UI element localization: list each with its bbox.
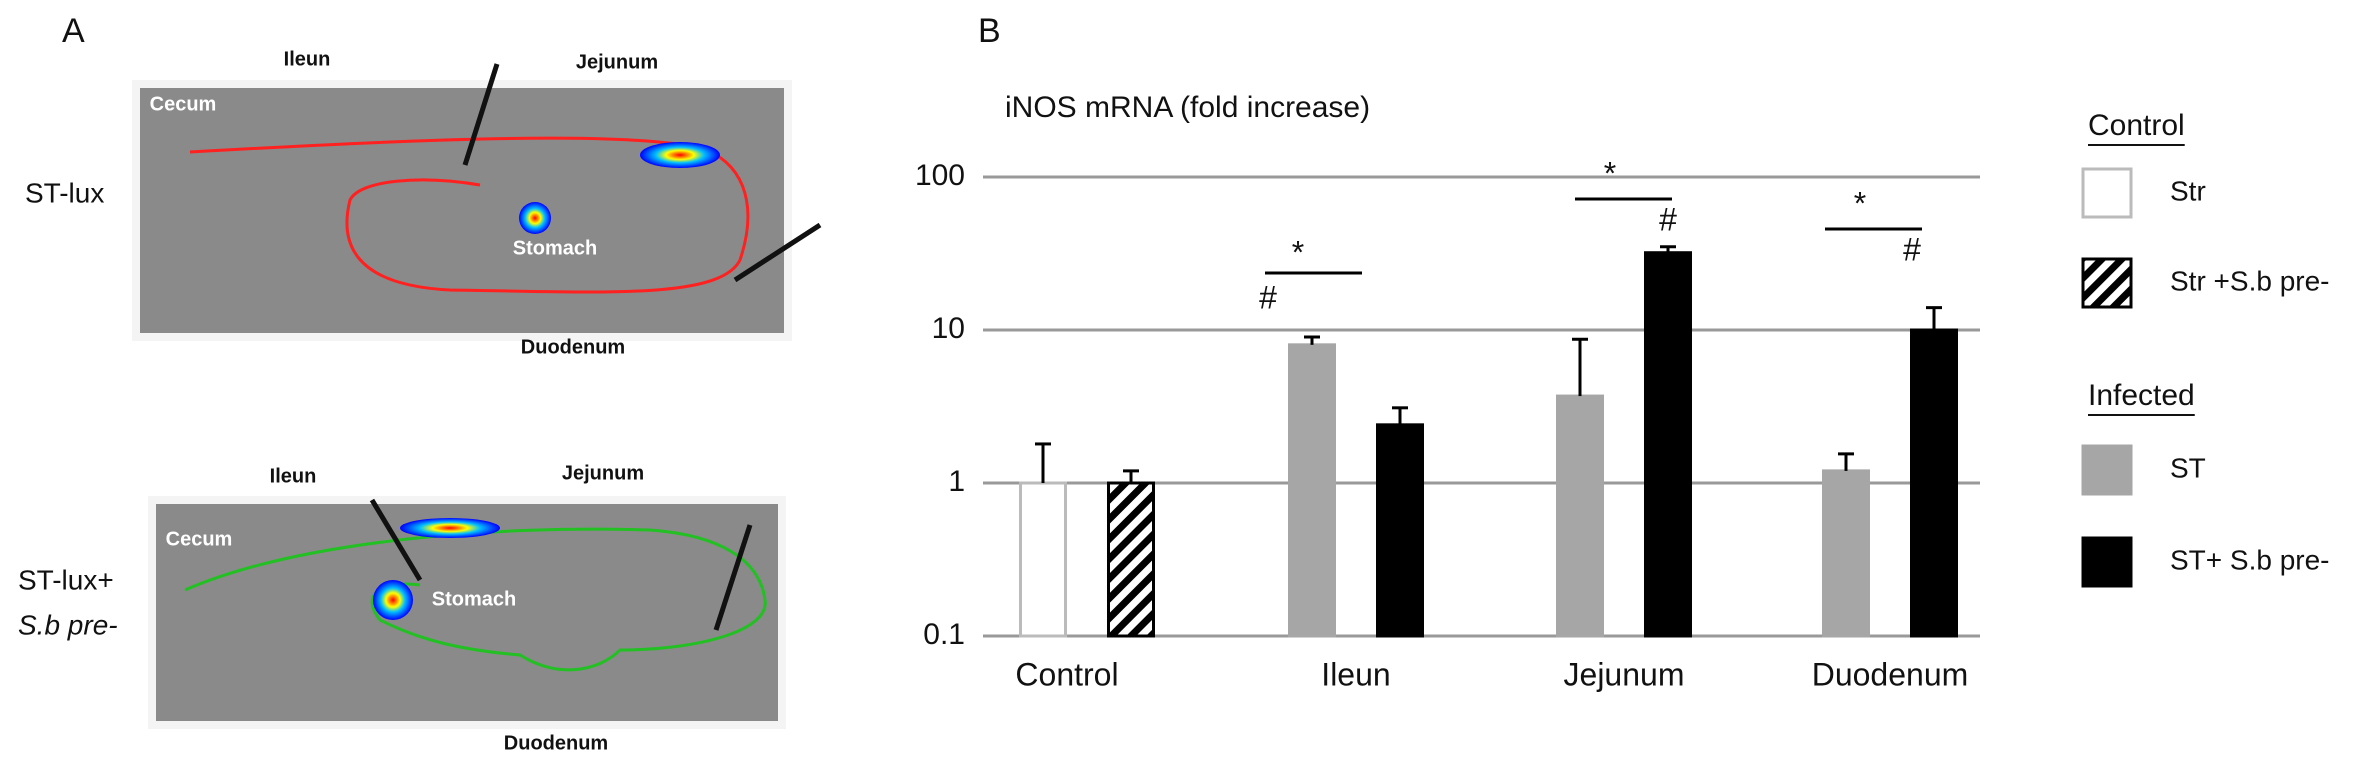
annotation: # (1259, 279, 1277, 315)
annotation: * (1292, 234, 1304, 270)
duodenum-label: Duodenum (521, 336, 625, 358)
y-tick-label: 10 (932, 312, 965, 345)
row-label: ST-lux+ (18, 564, 114, 595)
legend-swatch (2081, 536, 2133, 588)
annotation: * (1854, 185, 1866, 221)
cut-line (369, 498, 423, 582)
row-label: S.b pre- (18, 609, 118, 640)
bar (1556, 394, 1604, 638)
x-tick-label: Jejunum (1564, 656, 1685, 692)
bar (1288, 343, 1336, 638)
ileum-label: Ileun (270, 465, 317, 487)
ileum-label: Ileun (284, 48, 331, 70)
legend-swatch (2081, 444, 2133, 496)
outline (189, 136, 750, 294)
cecum-label: Cecum (150, 93, 217, 115)
annotation: # (1659, 201, 1677, 237)
y-tick-label: 100 (915, 159, 965, 192)
bar (1376, 423, 1424, 638)
legend-label: ST (2170, 452, 2206, 483)
image-1: Cecum Stomach Ileun Jejunum Duodenum ST-… (25, 48, 822, 358)
bar (1822, 469, 1870, 638)
signal (519, 202, 551, 234)
legend-group-title: Infected (2088, 379, 2195, 412)
signal (373, 580, 413, 620)
y-tick-label: 0.1 (923, 618, 965, 651)
image-frame (148, 496, 786, 729)
cut-line (713, 524, 753, 631)
jejunum-label: Jejunum (562, 462, 644, 484)
legend-label: ST+ S.b pre- (2170, 544, 2330, 575)
bar (1019, 481, 1067, 638)
signal (400, 518, 500, 538)
bar (1644, 251, 1692, 638)
image-2: Cecum Stomach Ileun Jejunum Duodenum ST-… (18, 462, 786, 754)
panel-label: A (62, 12, 85, 50)
annotation: * (1604, 155, 1616, 191)
legend-label: Str +S.b pre- (2170, 265, 2330, 296)
annotation: # (1903, 231, 1921, 267)
x-tick-label: Ileun (1321, 656, 1390, 692)
cut-line (462, 63, 500, 166)
duodenum-label: Duodenum (504, 732, 608, 754)
bar (1107, 481, 1155, 638)
cecum-label: Cecum (166, 528, 233, 550)
legend-swatch (2081, 257, 2133, 309)
x-tick-label: Control (1015, 656, 1118, 692)
legend-group-title: Control (2088, 109, 2185, 142)
chart-title: iNOS mRNA (fold increase) (1005, 91, 1370, 124)
stomach-label: Stomach (513, 237, 597, 259)
row-label: ST-lux (25, 177, 104, 208)
stomach-label: Stomach (432, 588, 516, 610)
jejunum-label: Jejunum (576, 51, 658, 73)
legend-swatch (2081, 167, 2133, 219)
signal (640, 142, 720, 168)
legend-label: Str (2170, 175, 2206, 206)
image-frame (132, 80, 792, 341)
panel-label: B (978, 12, 1001, 50)
cut-line (733, 222, 822, 283)
x-tick-label: Duodenum (1812, 656, 1969, 692)
y-tick-label: 1 (948, 465, 965, 498)
bar (1910, 328, 1958, 638)
